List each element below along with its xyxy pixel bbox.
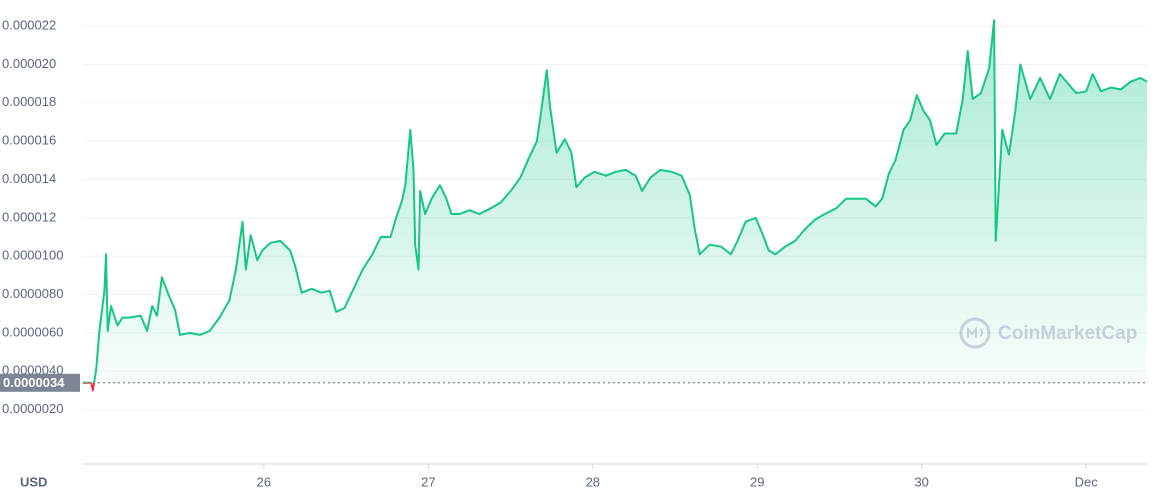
area-fill <box>94 20 1147 383</box>
y-tick-label: 0.0000060 <box>2 324 63 339</box>
y-tick-label: 0.000014 <box>2 171 56 186</box>
y-tick-label: 0.000020 <box>2 56 56 71</box>
y-tick-label: 0.0000020 <box>2 401 63 416</box>
x-tick-label: 29 <box>750 474 764 489</box>
watermark: CoinMarketCap <box>959 317 1137 349</box>
baseline-label-box <box>0 373 80 392</box>
currency-label: USD <box>20 474 47 489</box>
x-tick-label: 28 <box>586 474 600 489</box>
price-line <box>83 19 1148 383</box>
y-tick-label: 0.000022 <box>2 18 56 33</box>
y-tick-label: 0.0000080 <box>2 286 63 301</box>
x-tick-label: 27 <box>421 474 435 489</box>
y-tick-label: 0.000018 <box>2 94 56 109</box>
y-tick-label: 0.0000100 <box>2 248 63 263</box>
y-tick-label: 0.000012 <box>2 209 56 224</box>
y-tick-label: 0.000016 <box>2 133 56 148</box>
x-tick-label: 26 <box>257 474 271 489</box>
x-tick-label: Dec <box>1075 474 1099 489</box>
labels: 0.00000200.00000400.00000600.00000800.00… <box>0 18 1099 489</box>
x-tick-label: 30 <box>914 474 928 489</box>
baseline-label: 0.0000034 <box>3 375 65 390</box>
plot <box>83 19 1148 392</box>
watermark-text: CoinMarketCap <box>998 323 1137 344</box>
